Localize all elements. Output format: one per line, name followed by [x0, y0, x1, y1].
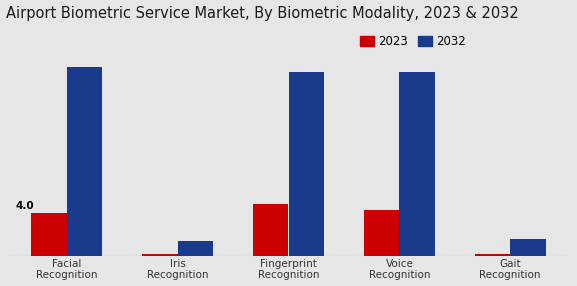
Bar [67, 67, 102, 256]
Bar [178, 241, 213, 256]
Bar [364, 210, 399, 256]
Bar [31, 213, 67, 256]
Bar [475, 255, 510, 256]
Bar [253, 204, 288, 256]
Bar [288, 72, 324, 256]
Text: Airport Biometric Service Market, By Biometric Modality, 2023 & 2032: Airport Biometric Service Market, By Bio… [6, 5, 518, 21]
Legend: 2023, 2032: 2023, 2032 [355, 30, 471, 52]
Bar [142, 254, 178, 256]
Bar [399, 72, 435, 256]
Bar [510, 239, 546, 256]
Text: 4.0: 4.0 [16, 201, 34, 211]
